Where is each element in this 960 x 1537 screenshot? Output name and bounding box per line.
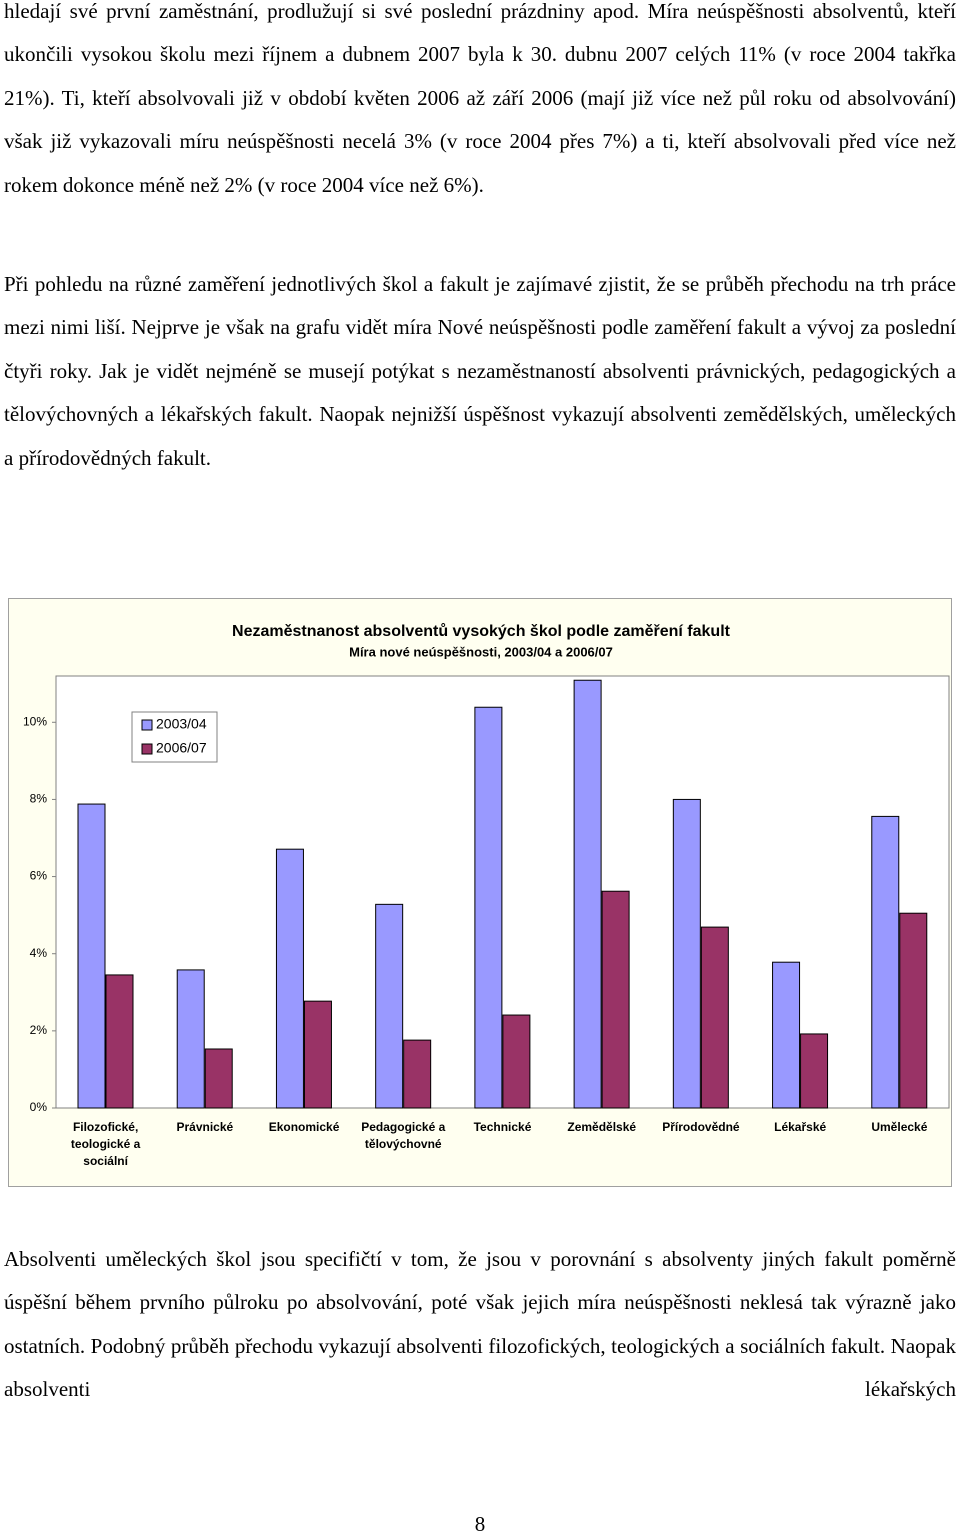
y-tick-label: 6% xyxy=(30,869,48,883)
bar xyxy=(176,969,205,1109)
x-tick-label: Zemědělské xyxy=(567,1120,637,1134)
chart-svg: Nezaměstnanost absolventů vysokých škol … xyxy=(23,623,950,1114)
chart-subtitle: Míra nové neúspěšnosti, 2003/04 a 2006/0… xyxy=(349,644,613,659)
paragraph: Při pohledu na různé zaměření jednotlivý… xyxy=(4,272,956,470)
y-tick-label: 8% xyxy=(30,792,48,806)
x-tick-label: Filozofické, teologické a sociální xyxy=(70,1120,141,1168)
bar xyxy=(375,903,404,1109)
bar xyxy=(275,848,304,1109)
x-tick-label: Právnické xyxy=(176,1120,234,1134)
chart-title: Nezaměstnanost absolventů vysokých škol … xyxy=(232,623,731,640)
bar xyxy=(77,803,106,1109)
bar xyxy=(403,1039,432,1109)
page-number: 8 xyxy=(474,1512,486,1536)
y-tick-label: 2% xyxy=(30,1023,48,1037)
bar xyxy=(800,1033,829,1109)
bar xyxy=(899,912,928,1109)
bar xyxy=(105,974,134,1109)
legend-label: 2003/04 xyxy=(156,716,207,732)
bar xyxy=(700,926,729,1109)
bar xyxy=(303,1000,332,1109)
paragraph: hledají své první zaměstnání, prodlužují… xyxy=(4,0,956,197)
y-tick-label: 0% xyxy=(30,1100,48,1114)
paragraph: Absolventi uměleckých škol jsou specifič… xyxy=(4,1247,956,1402)
x-tick-label: Technické xyxy=(473,1120,532,1134)
bar xyxy=(772,961,801,1109)
bar xyxy=(601,890,630,1109)
chart: Nezaměstnanost absolventů vysokých škol … xyxy=(8,598,952,1187)
bar xyxy=(474,706,503,1109)
x-tick-label: Umělecké xyxy=(871,1120,928,1134)
x-tick-label: Přírodovědné xyxy=(662,1120,740,1134)
y-tick-label: 4% xyxy=(30,946,48,960)
legend-label: 2006/07 xyxy=(156,740,207,756)
x-tick-label: Lékařské xyxy=(774,1120,827,1134)
bar xyxy=(573,679,602,1109)
legend-swatch xyxy=(141,743,153,755)
bar xyxy=(672,798,701,1109)
x-tick-label: Ekonomické xyxy=(268,1120,340,1134)
bar xyxy=(204,1048,233,1109)
bar xyxy=(502,1014,531,1109)
legend-swatch xyxy=(141,719,153,731)
y-tick-label: 10% xyxy=(23,714,47,728)
bar xyxy=(871,815,900,1109)
x-tick-label: Pedagogické a tělovýchovné xyxy=(361,1120,446,1151)
